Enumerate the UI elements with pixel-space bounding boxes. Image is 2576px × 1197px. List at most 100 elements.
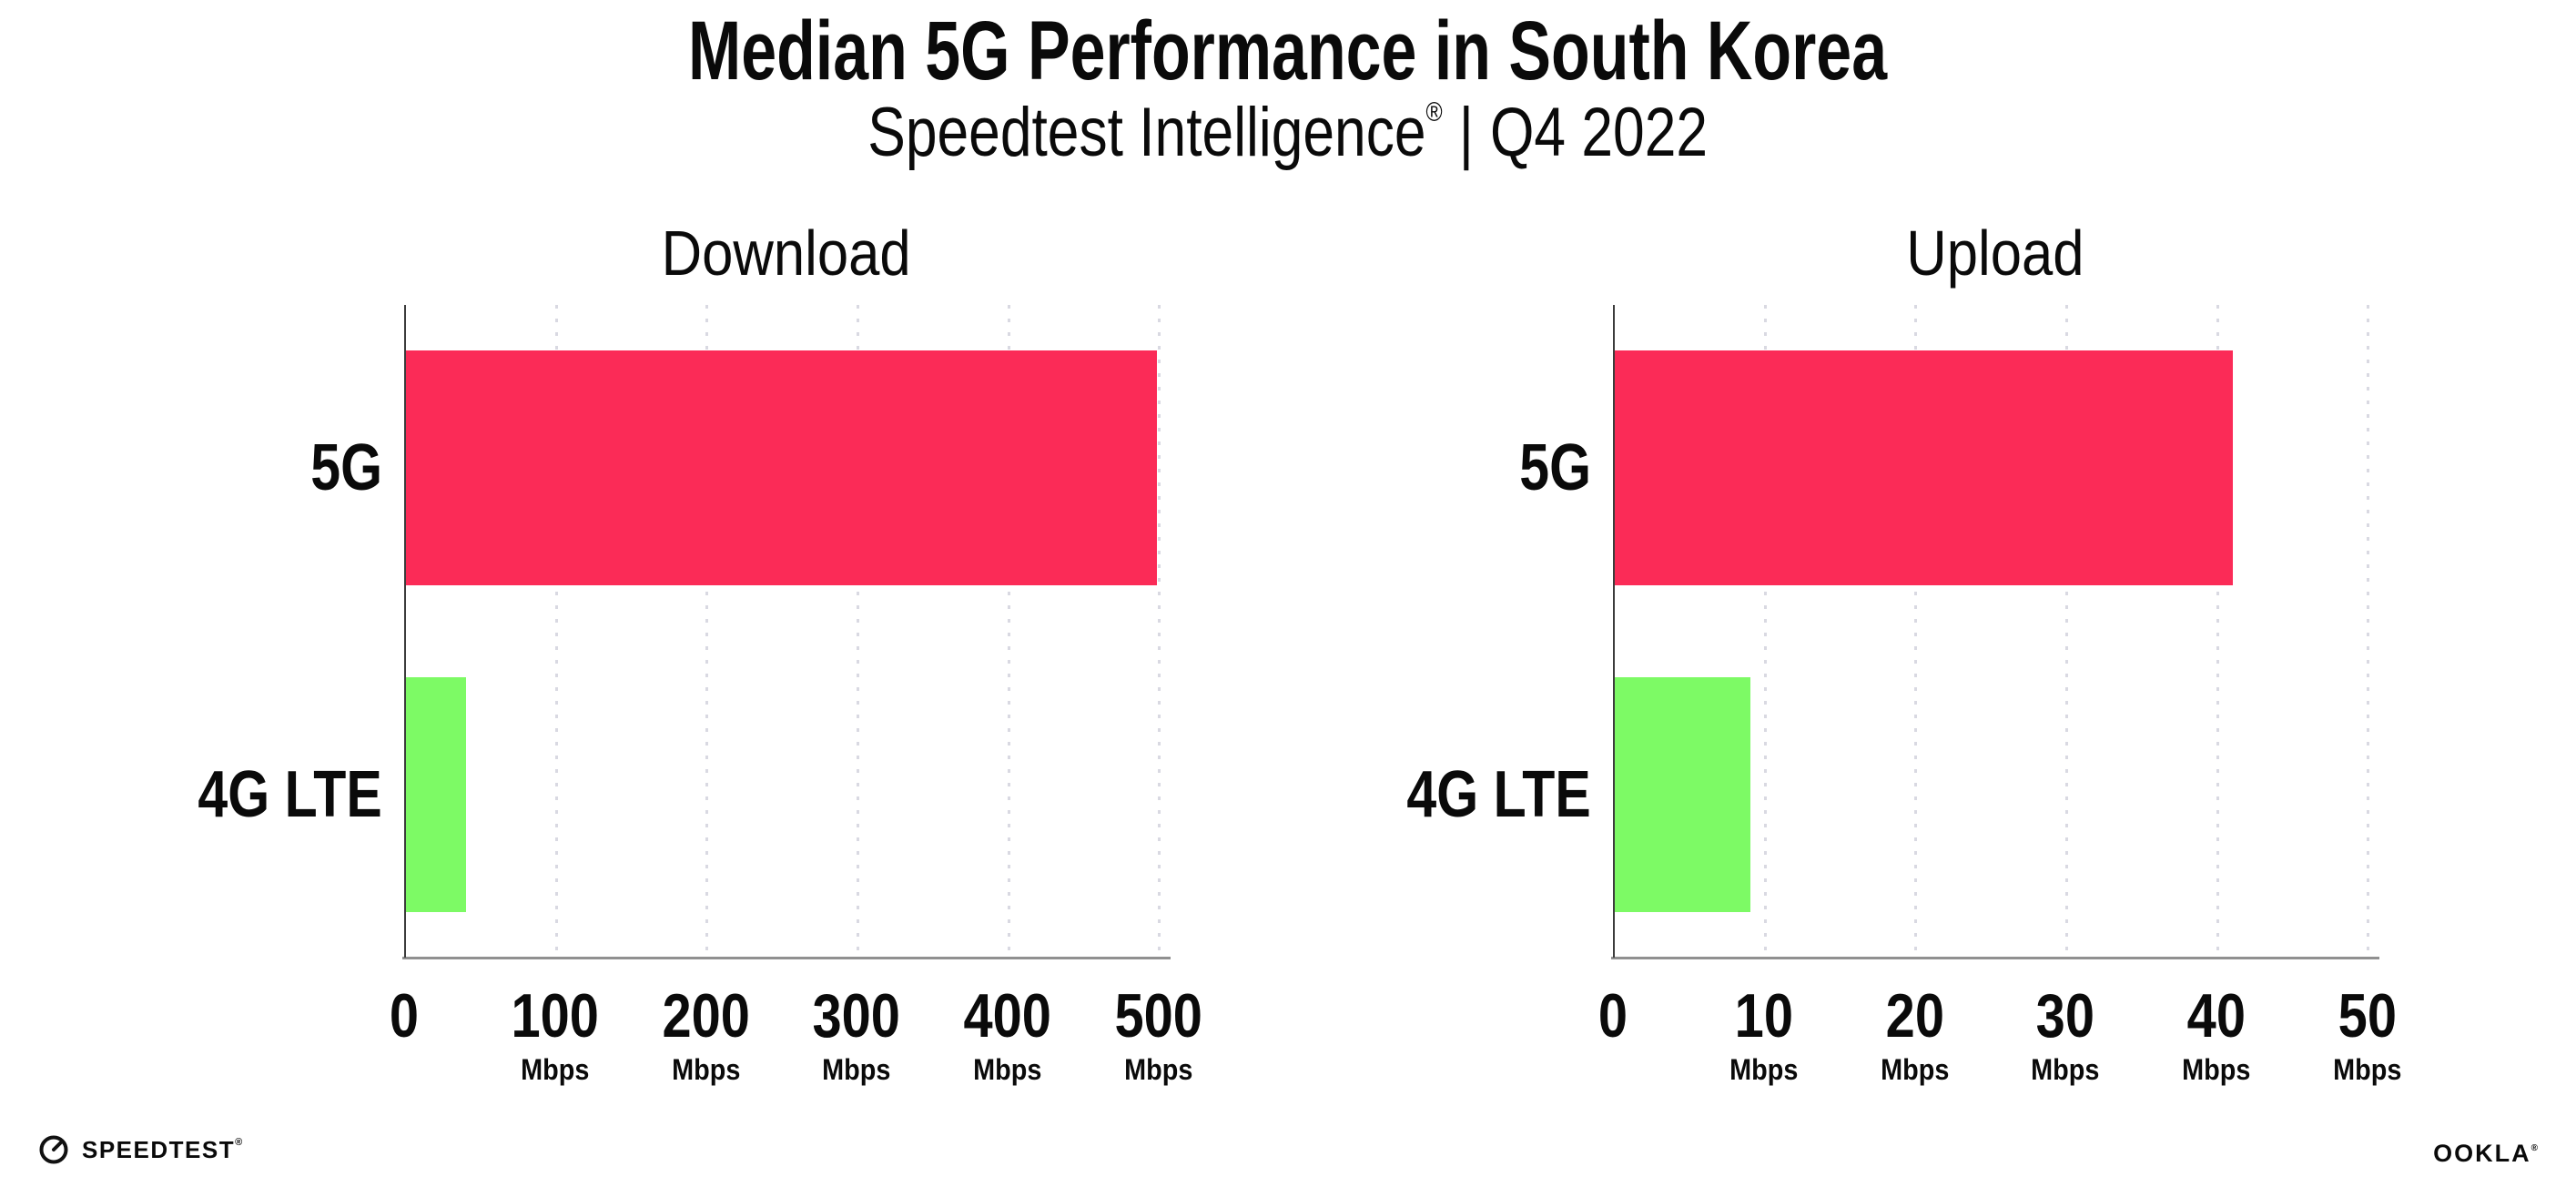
upload-category-labels: 5G 4G LTE xyxy=(1227,305,1591,958)
x-tick-value: 20 xyxy=(1805,983,2023,1049)
bar-4g-lte xyxy=(1615,676,1751,912)
gridline-300 xyxy=(857,305,860,958)
subtitle-period: Q4 2022 xyxy=(1490,94,1709,171)
category-label-text: 4G LTE xyxy=(1406,757,1591,831)
x-tick-unit: Mbps xyxy=(2107,1052,2326,1087)
x-tick-unit-text: Mbps xyxy=(1123,1053,1192,1086)
x-tick-value: 100 xyxy=(446,983,664,1049)
gridline-30 xyxy=(2065,305,2069,958)
x-tick-value-text: 40 xyxy=(2186,981,2246,1050)
x-tick-value-text: 0 xyxy=(389,981,420,1050)
x-tick-30: 30 Mbps xyxy=(1956,983,2175,1087)
x-tick-200: 200 Mbps xyxy=(596,983,815,1087)
category-label-4g-lte: 4G LTE xyxy=(18,761,382,828)
speedtest-registered-mark: ® xyxy=(235,1136,244,1148)
x-tick-value-text: 0 xyxy=(1597,981,1628,1050)
x-tick-unit: Mbps xyxy=(898,1052,1117,1087)
x-tick-value: 300 xyxy=(747,983,966,1049)
gridline-500 xyxy=(1158,305,1161,958)
category-label-5g: 5G xyxy=(1227,434,1591,502)
bar-4g-lte xyxy=(406,676,467,912)
x-tick-unit-text: Mbps xyxy=(1880,1053,1949,1086)
x-tick-unit: Mbps xyxy=(446,1052,664,1087)
gridline-400 xyxy=(1007,305,1010,958)
x-tick-500: 500 Mbps xyxy=(1049,983,1267,1087)
speedtest-logo: SPEEDTEST® xyxy=(38,1134,244,1165)
x-tick-unit: Mbps xyxy=(1655,1052,1873,1087)
category-label-text: 5G xyxy=(1519,431,1591,505)
registered-mark: ® xyxy=(1425,97,1444,127)
category-label-5g: 5G xyxy=(18,434,382,502)
subtitle-divider: | xyxy=(1459,94,1475,171)
bar-5g xyxy=(1615,350,2234,586)
x-tick-value-text: 400 xyxy=(963,981,1051,1050)
page-title-text: Median 5G Performance in South Korea xyxy=(688,5,1888,97)
x-tick-10: 10 Mbps xyxy=(1655,983,1873,1087)
chart-title-download: Download xyxy=(404,217,1169,289)
x-tick-unit: Mbps xyxy=(596,1052,815,1087)
x-tick-300: 300 Mbps xyxy=(747,983,966,1087)
x-tick-unit-text: Mbps xyxy=(521,1053,590,1086)
category-label-4g-lte: 4G LTE xyxy=(1227,761,1591,828)
x-tick-unit: Mbps xyxy=(1956,1052,2175,1087)
x-tick-unit-text: Mbps xyxy=(822,1053,891,1086)
x-tick-value: 400 xyxy=(898,983,1117,1049)
x-tick-0: 0 xyxy=(295,983,513,1049)
y-axis-line xyxy=(404,305,406,958)
x-tick-400: 400 Mbps xyxy=(898,983,1117,1087)
x-tick-unit-text: Mbps xyxy=(1729,1053,1799,1086)
x-axis-line xyxy=(402,957,1171,959)
upload-x-axis: 0 10 Mbps 20 Mbps 30 Mbps 40 Mbps 50 Mbps xyxy=(1598,983,2401,1129)
x-tick-value: 10 xyxy=(1655,983,1873,1049)
x-tick-50: 50 Mbps xyxy=(2257,983,2476,1087)
x-tick-value-text: 20 xyxy=(1885,981,1944,1050)
x-tick-unit-text: Mbps xyxy=(2332,1053,2401,1086)
x-tick-value: 50 xyxy=(2257,983,2476,1049)
gridline-50 xyxy=(2367,305,2370,958)
category-label-text: 4G LTE xyxy=(198,757,382,831)
speedtest-wordmark: SPEEDTEST® xyxy=(82,1136,244,1164)
x-tick-value: 0 xyxy=(295,983,513,1049)
speedometer-icon xyxy=(39,1135,68,1164)
x-tick-unit-text: Mbps xyxy=(671,1053,740,1086)
speedtest-label: SPEEDTEST xyxy=(82,1135,236,1163)
x-tick-0: 0 xyxy=(1504,983,1722,1049)
x-tick-value-text: 200 xyxy=(662,981,750,1050)
x-tick-40: 40 Mbps xyxy=(2107,983,2326,1087)
chart-title-upload-text: Upload xyxy=(1906,218,2084,289)
x-tick-value: 500 xyxy=(1049,983,1267,1049)
x-axis-line xyxy=(1611,957,2379,959)
x-tick-unit-text: Mbps xyxy=(973,1053,1042,1086)
page-title: Median 5G Performance in South Korea xyxy=(0,4,2576,99)
x-tick-value-text: 30 xyxy=(2035,981,2095,1050)
page-subtitle: Speedtest Intelligence® | Q4 2022 xyxy=(0,93,2576,172)
upload-plot-area xyxy=(1611,305,2379,959)
gridline-20 xyxy=(1914,305,1918,958)
download-x-axis: 0 100 Mbps 200 Mbps 300 Mbps 400 Mbps 500 Mbps xyxy=(390,983,1202,1129)
bar-5g xyxy=(406,350,1158,586)
chart-title-download-text: Download xyxy=(662,218,911,289)
x-tick-value-text: 10 xyxy=(1734,981,1793,1050)
x-tick-value: 0 xyxy=(1504,983,1722,1049)
x-tick-value-text: 500 xyxy=(1114,981,1202,1050)
category-label-text: 5G xyxy=(310,431,382,505)
x-tick-value: 30 xyxy=(1956,983,2175,1049)
x-tick-unit: Mbps xyxy=(1049,1052,1267,1087)
x-tick-20: 20 Mbps xyxy=(1805,983,2023,1087)
ookla-registered-mark: ® xyxy=(2530,1143,2540,1153)
y-axis-line xyxy=(1613,305,1615,958)
page-subtitle-text: Speedtest Intelligence® | Q4 2022 xyxy=(868,93,1709,172)
ookla-logo: OOKLA® xyxy=(2433,1140,2540,1168)
x-tick-value: 40 xyxy=(2107,983,2326,1049)
gridline-10 xyxy=(1763,305,1767,958)
x-tick-unit: Mbps xyxy=(1805,1052,2023,1087)
x-tick-unit: Mbps xyxy=(747,1052,966,1087)
x-tick-value: 200 xyxy=(596,983,815,1049)
x-tick-value-text: 100 xyxy=(511,981,599,1050)
subtitle-brand: Speedtest Intelligence xyxy=(867,94,1426,171)
x-tick-unit-text: Mbps xyxy=(2182,1053,2251,1086)
download-plot-area xyxy=(402,305,1171,959)
x-tick-100: 100 Mbps xyxy=(446,983,664,1087)
gridline-40 xyxy=(2216,305,2219,958)
